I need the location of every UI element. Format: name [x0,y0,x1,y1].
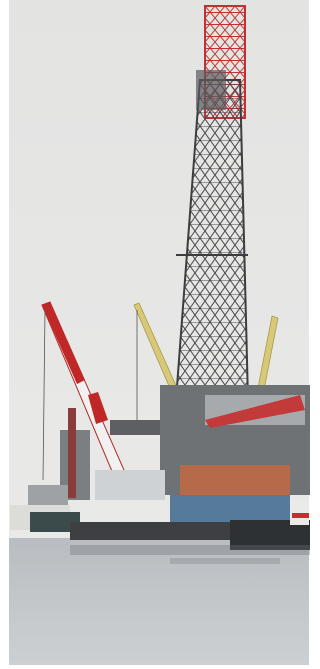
water [9,538,309,665]
photo [0,0,311,669]
page [0,0,311,669]
